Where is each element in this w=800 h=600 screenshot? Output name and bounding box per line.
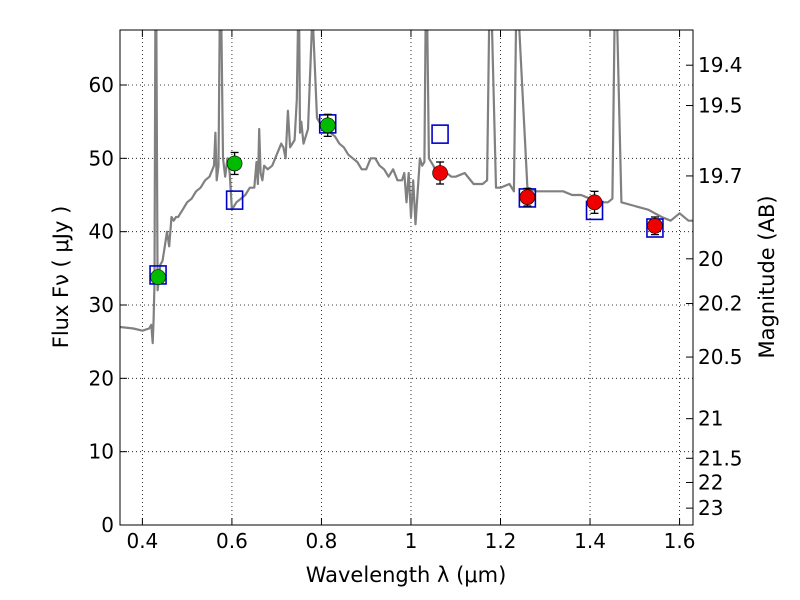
x-tick-label: 0.8 <box>306 529 338 553</box>
y-tick-label: 40 <box>89 220 114 244</box>
right-tick-label: 19.7 <box>698 164 743 188</box>
y-tick-label: 30 <box>89 293 114 317</box>
y-tick-label: 0 <box>101 513 114 537</box>
y-axis-label: Flux Fν ( μJy ) <box>49 206 73 349</box>
observed-point <box>226 155 243 172</box>
right-tick-label: 23 <box>698 496 723 520</box>
axis-ticks: 0.4 0.6 0.8 1 1.2 1.4 1.6 0 10 20 30 40 50 60 19.4 19.5… <box>89 30 743 553</box>
right-tick-label: 21 <box>698 407 723 431</box>
right-tick-label: 21.5 <box>698 446 743 470</box>
observed-point <box>586 194 603 211</box>
observed-point <box>647 218 663 234</box>
right-axis-label: Magnitude (AB) <box>755 195 779 358</box>
y-tick-label: 20 <box>89 366 114 390</box>
data-points-group <box>149 113 664 285</box>
right-tick-label: 20.5 <box>698 345 743 369</box>
right-tick-label: 20 <box>698 247 723 271</box>
x-tick-label: 0.6 <box>216 529 248 553</box>
model-photometry-square <box>225 190 244 210</box>
x-axis-label: Wavelength λ (μm) <box>306 563 507 587</box>
y-tick-label: 10 <box>89 440 114 464</box>
observed-point <box>319 117 336 134</box>
x-tick-label: 1 <box>405 529 418 553</box>
observed-point <box>519 189 536 205</box>
grid <box>120 30 693 525</box>
right-tick-label: 22 <box>698 470 723 494</box>
x-tick-label: 1.4 <box>574 529 606 553</box>
x-tick-label: 0.4 <box>126 529 158 553</box>
model-photometry-square <box>431 124 449 144</box>
right-tick-label: 19.4 <box>698 53 743 77</box>
y-tick-label: 60 <box>89 73 114 97</box>
y-tick-label: 50 <box>89 146 114 170</box>
x-tick-label: 1.2 <box>485 529 517 553</box>
x-tick-label: 1.6 <box>664 529 696 553</box>
right-tick-label: 20.2 <box>698 292 743 316</box>
plot-frame <box>119 29 694 526</box>
right-tick-label: 19.5 <box>698 94 743 118</box>
observed-point <box>432 165 448 181</box>
observed-point <box>150 269 166 285</box>
